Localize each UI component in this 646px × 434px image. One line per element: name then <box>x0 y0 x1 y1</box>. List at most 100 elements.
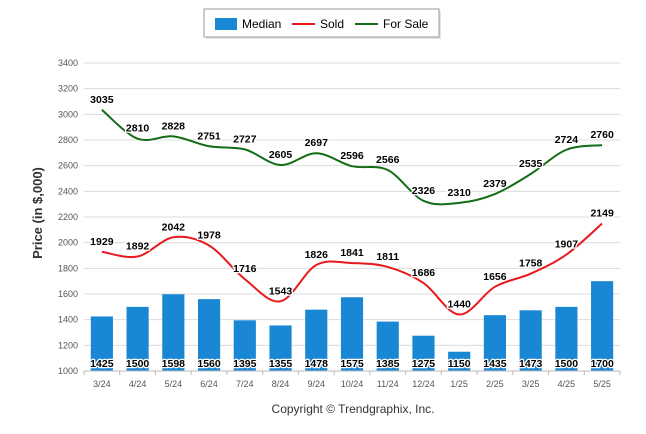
x-tick-label: 5/25 <box>593 379 611 389</box>
for-sale-data-label: 2810 <box>126 123 150 135</box>
for-sale-data-label: 2727 <box>233 133 257 145</box>
median-data-label: 1385 <box>376 358 400 370</box>
for-sale-data-label: 2379 <box>483 178 507 190</box>
median-bar <box>126 306 149 371</box>
x-tick-label: 4/25 <box>558 379 576 389</box>
sold-data-label: 1543 <box>269 285 293 297</box>
for-sale-data-label: 2566 <box>376 154 400 166</box>
sold-data-label: 1440 <box>448 299 472 311</box>
sold-data-label: 1811 <box>376 251 399 263</box>
for-sale-data-label: 2751 <box>197 130 221 142</box>
for-sale-data-label: 2596 <box>340 150 364 162</box>
for-sale-data-label: 2326 <box>412 185 436 197</box>
for-sale-data-label: 3035 <box>90 94 114 106</box>
x-tick-label: 5/24 <box>165 379 183 389</box>
median-data-label: 1275 <box>412 358 436 370</box>
x-tick-label: 8/24 <box>272 379 290 389</box>
y-tick-label: 1400 <box>58 315 78 325</box>
median-data-label: 1150 <box>448 358 471 370</box>
sold-data-label: 1758 <box>519 258 543 270</box>
sold-line <box>101 222 603 316</box>
median-data-label: 1473 <box>519 358 543 370</box>
median-data-label: 1355 <box>269 358 293 370</box>
median-data-label: 1575 <box>340 358 364 370</box>
median-bar <box>448 351 471 371</box>
for-sale-data-label: 2310 <box>448 187 472 199</box>
sold-data-label: 2042 <box>162 221 186 233</box>
legend: Median Sold For Sale <box>203 8 441 39</box>
for-sale-data-label: 2605 <box>269 149 293 161</box>
data-labels: 1425 1500 1598 1560 1395 1355 1478 1575 1385 1275… <box>89 93 615 372</box>
sold-data-label: 1841 <box>340 247 364 259</box>
copyright-footer: Copyright © Trendgraphix, Inc. <box>272 402 435 416</box>
y-tick-label: 2200 <box>58 212 78 222</box>
legend-swatch-median <box>215 18 237 30</box>
x-tick-label: 6/24 <box>200 379 218 389</box>
x-tick-label: 3/24 <box>93 379 111 389</box>
sold-data-label: 1892 <box>126 241 150 253</box>
legend-label-sold: Sold <box>320 17 344 31</box>
median-bar <box>591 281 614 371</box>
legend-label-median: Median <box>242 17 281 31</box>
y-tick-label: 2400 <box>58 186 78 196</box>
x-tick-label: 7/24 <box>236 379 254 389</box>
median-bar <box>555 306 578 371</box>
median-bar <box>162 294 185 371</box>
axes: 1000 1200 1400 1600 1800 2000 2200 2400 2600 2800… <box>58 58 621 389</box>
median-bar <box>519 310 542 371</box>
sold-data-label: 1656 <box>483 271 507 283</box>
y-tick-label: 3200 <box>58 84 78 94</box>
for-sale-data-label: 2535 <box>519 158 543 170</box>
for-sale-data-label: 2697 <box>305 137 329 149</box>
sold-data-label: 1978 <box>197 229 221 241</box>
median-bars <box>90 281 614 371</box>
y-tick-label: 2000 <box>58 238 78 248</box>
x-tick-label: 3/25 <box>522 379 540 389</box>
y-tick-label: 1200 <box>58 340 78 350</box>
median-bar <box>90 316 113 371</box>
median-bar <box>376 321 399 371</box>
trend-lines <box>101 109 603 316</box>
for-sale-line <box>101 109 603 206</box>
median-data-label: 1560 <box>197 358 221 370</box>
sold-data-label: 2149 <box>590 208 614 220</box>
for-sale-data-label: 2828 <box>162 120 186 132</box>
median-bar <box>483 315 507 371</box>
median-bar <box>340 297 364 371</box>
sold-data-label: 1826 <box>305 249 329 261</box>
sold-data-label: 1907 <box>555 239 579 251</box>
x-tick-label: 2/25 <box>486 379 504 389</box>
legend-label-for-sale: For Sale <box>383 17 429 31</box>
median-data-label: 1395 <box>233 358 257 370</box>
x-tick-label: 4/24 <box>129 379 147 389</box>
y-tick-label: 1800 <box>58 263 78 273</box>
x-tick-label: 11/24 <box>377 379 399 389</box>
y-tick-label: 1600 <box>58 289 78 299</box>
y-tick-label: 1000 <box>58 366 78 376</box>
y-tick-label: 3000 <box>58 109 78 119</box>
x-tick-label: 12/24 <box>412 379 435 389</box>
for-sale-data-label: 2760 <box>590 129 614 141</box>
median-bar <box>412 335 435 371</box>
median-bar <box>233 320 256 371</box>
median-bar <box>197 299 221 371</box>
x-tick-label: 9/24 <box>308 379 326 389</box>
x-tick-label: 10/24 <box>341 379 364 389</box>
median-data-label: 1435 <box>483 358 507 370</box>
y-tick-label: 2600 <box>58 161 78 171</box>
legend-box <box>203 8 440 38</box>
y-tick-label: 2800 <box>58 135 78 145</box>
for-sale-data-label: 2724 <box>555 134 579 146</box>
y-axis-title: Price (in $,000) <box>30 167 45 259</box>
x-tick-label: 1/25 <box>450 379 468 389</box>
median-data-label: 1700 <box>590 358 614 370</box>
sold-data-label: 1929 <box>90 236 114 248</box>
sold-data-label: 1716 <box>233 263 257 275</box>
median-data-label: 1500 <box>555 358 579 370</box>
sold-data-label: 1686 <box>412 267 436 279</box>
y-tick-label: 3400 <box>58 58 78 68</box>
median-bar <box>305 309 328 371</box>
median-data-label: 1598 <box>162 358 186 370</box>
